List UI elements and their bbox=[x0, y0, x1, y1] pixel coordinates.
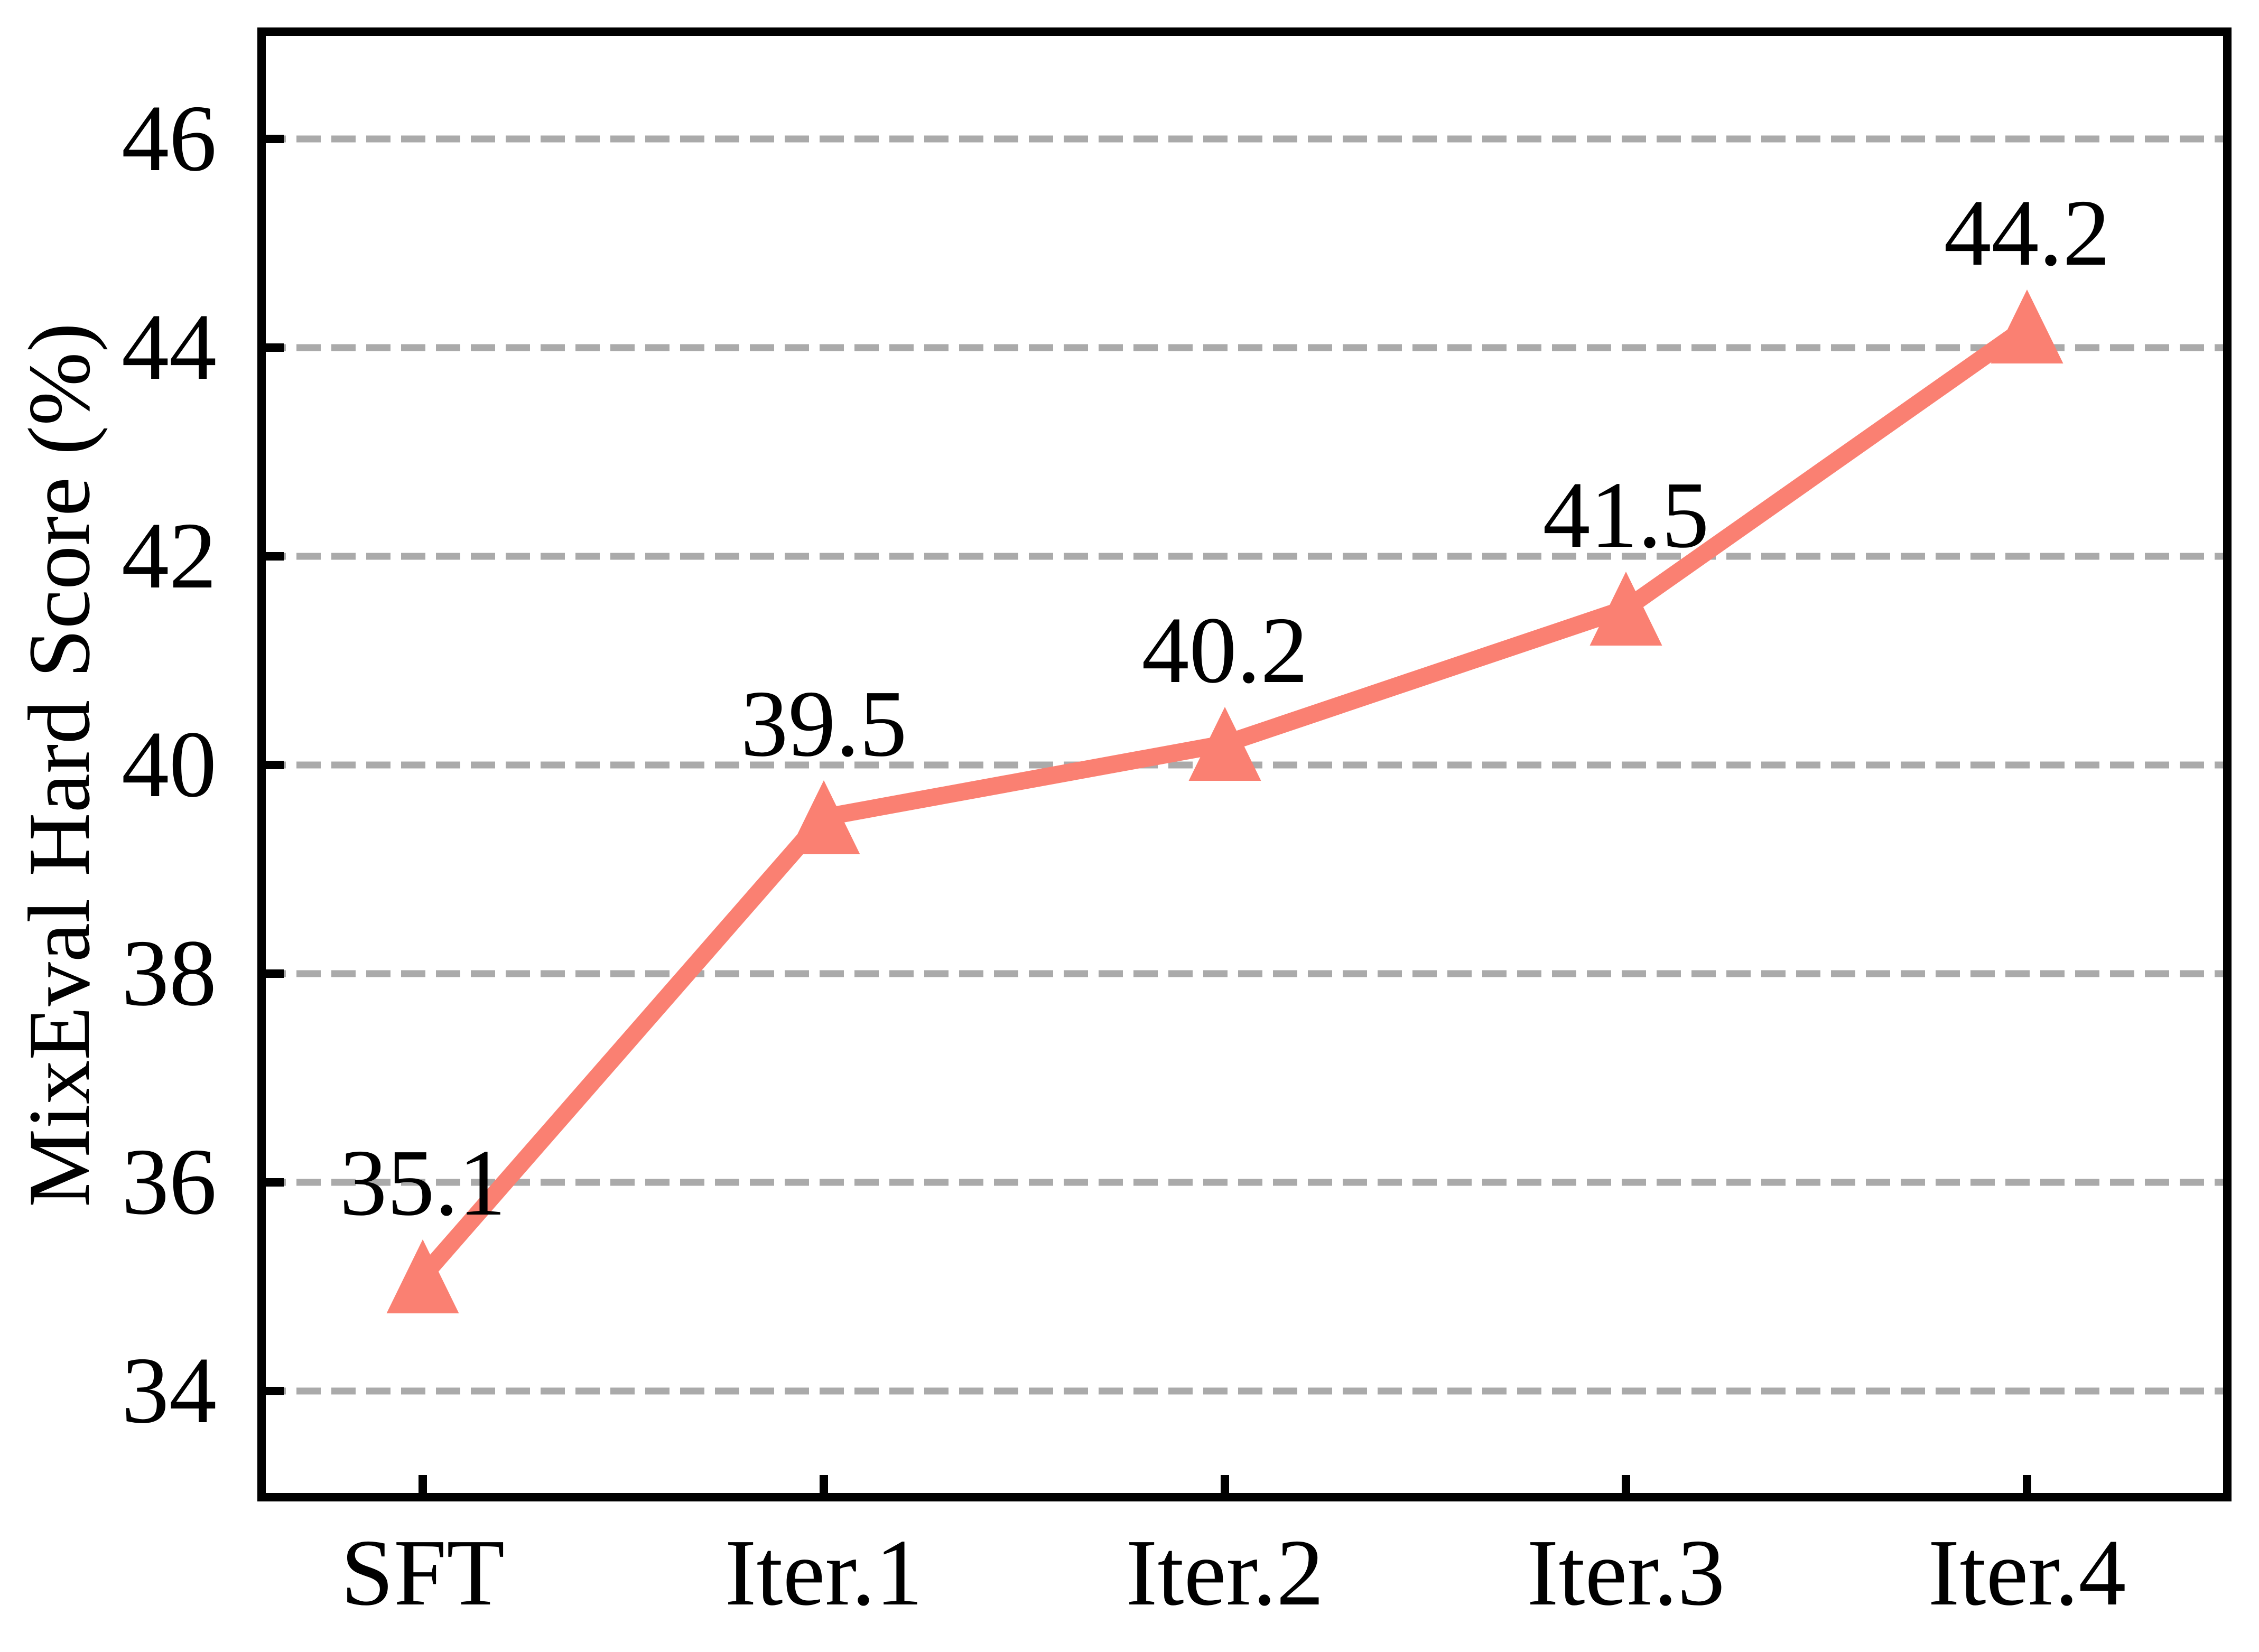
svg-text:Iter.2: Iter.2 bbox=[1126, 1520, 1324, 1625]
svg-text:35.1: 35.1 bbox=[340, 1130, 506, 1235]
svg-text:34: 34 bbox=[122, 1338, 217, 1443]
svg-text:39.5: 39.5 bbox=[741, 671, 907, 776]
svg-text:42: 42 bbox=[122, 503, 217, 608]
svg-text:38: 38 bbox=[122, 920, 217, 1025]
svg-text:40.2: 40.2 bbox=[1142, 598, 1308, 703]
svg-text:Iter.1: Iter.1 bbox=[725, 1520, 923, 1625]
svg-text:44: 44 bbox=[122, 294, 217, 399]
svg-text:46: 46 bbox=[122, 86, 217, 191]
svg-text:36: 36 bbox=[122, 1129, 217, 1234]
svg-text:SFT: SFT bbox=[341, 1520, 505, 1625]
svg-text:Iter.4: Iter.4 bbox=[1928, 1520, 2126, 1625]
svg-text:44.2: 44.2 bbox=[1944, 180, 2111, 285]
svg-text:MixEval Hard Score (%): MixEval Hard Score (%) bbox=[11, 323, 108, 1207]
svg-text:40: 40 bbox=[122, 712, 217, 817]
svg-text:Iter.3: Iter.3 bbox=[1527, 1520, 1725, 1625]
svg-text:41.5: 41.5 bbox=[1543, 462, 1709, 567]
